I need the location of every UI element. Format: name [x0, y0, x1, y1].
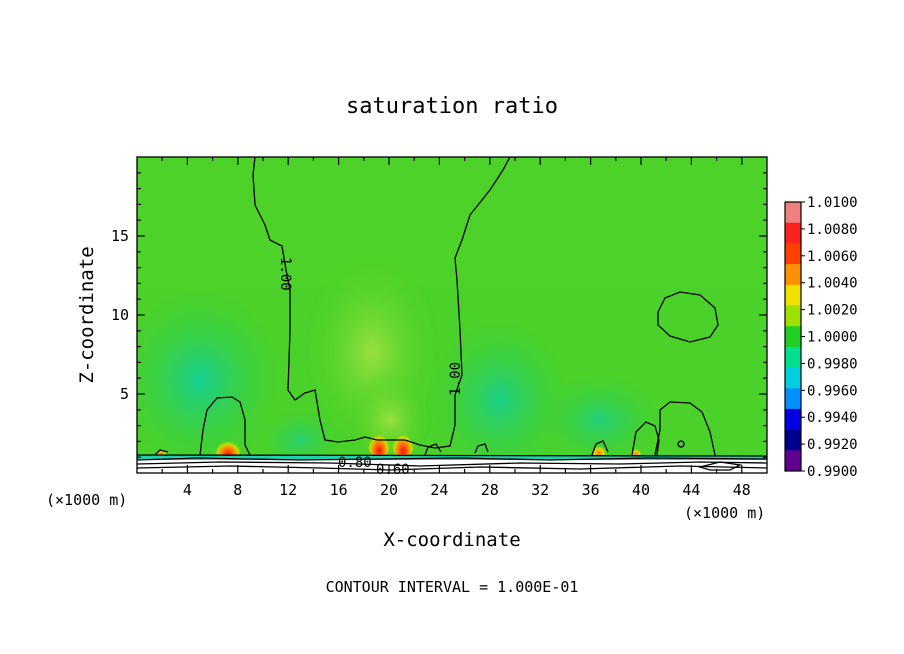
- x-tick-label: 20: [380, 481, 398, 499]
- contour-label: 1.00: [448, 362, 464, 396]
- colorbar-swatch: [785, 222, 801, 244]
- colorbar: 1.0100 1.0080 1.0060 1.0040 1.0020 1.0000 0.99…: [784, 195, 858, 480]
- contour-label: 0.80: [338, 455, 372, 471]
- colorbar-swatch: [785, 450, 801, 472]
- x-tick-label: 48: [733, 481, 751, 499]
- colorbar-label: 1.0000: [807, 330, 858, 346]
- x-tick-label: 28: [481, 481, 499, 499]
- contour-lines: [137, 157, 767, 471]
- x-tick-label: 8: [233, 481, 242, 499]
- y-tick-label: 5: [120, 385, 129, 403]
- colorbar-swatch: [785, 243, 801, 265]
- cool-region: [430, 320, 570, 473]
- peak-marker: [214, 432, 242, 460]
- colorbar-label: 0.9920: [807, 437, 858, 453]
- colorbar-swatch: [785, 388, 801, 410]
- colorbar-swatch: [785, 367, 801, 389]
- contour-label: 1.00: [277, 257, 293, 291]
- colorbar-label: 1.0100: [807, 195, 858, 211]
- colorbar-swatch: [785, 202, 801, 224]
- x-tick-label: 12: [279, 481, 297, 499]
- colorbar-swatch: [785, 264, 801, 286]
- colorbar-label: 0.9940: [807, 410, 858, 426]
- x-tick-label: 44: [682, 481, 700, 499]
- colorbar-swatch: [785, 305, 801, 327]
- y-tick-label: 15: [111, 227, 129, 245]
- colorbar-label: 0.9960: [807, 383, 858, 399]
- contour-label-group: 1.00 1.00 0.80 0.60: [277, 257, 464, 478]
- chart-title: saturation ratio: [346, 94, 558, 119]
- y-tick-label: 10: [111, 306, 129, 324]
- cool-region: [137, 290, 280, 470]
- colorbar-label: 0.9900: [807, 464, 858, 480]
- y-axis-label: Z-coordinate: [76, 246, 98, 383]
- x-axis-label: X-coordinate: [383, 529, 520, 551]
- x-unit-right: (×1000 m): [684, 504, 765, 522]
- contour-interval-note: CONTOUR INTERVAL = 1.000E-01: [326, 578, 579, 596]
- x-unit-left: (×1000 m): [46, 491, 127, 509]
- colorbar-swatch: [785, 429, 801, 451]
- colorbar-label: 0.9980: [807, 356, 858, 372]
- x-tick-label: 36: [582, 481, 600, 499]
- colorbar-swatch: [785, 346, 801, 369]
- colorbar-label: 1.0040: [807, 276, 858, 292]
- x-tick-label: 4: [183, 481, 192, 499]
- colorbar-label: 1.0060: [807, 249, 858, 265]
- colorbar-swatch: [785, 284, 801, 306]
- colorbar-swatch: [785, 408, 801, 431]
- colorbar-label: 1.0080: [807, 222, 858, 238]
- x-tick-label: 32: [531, 481, 549, 499]
- x-tick-label: 40: [632, 481, 650, 499]
- colorbar-label: 1.0020: [807, 303, 858, 319]
- contour-label: 0.60: [376, 462, 410, 478]
- peak-marker: [155, 448, 167, 456]
- colorbar-swatch: [785, 326, 801, 348]
- axis-ticks: [137, 157, 767, 473]
- heatmap-field: [137, 157, 767, 473]
- x-tick-label: 16: [330, 481, 348, 499]
- cool-region: [540, 375, 660, 465]
- x-tick-label: 24: [430, 481, 448, 499]
